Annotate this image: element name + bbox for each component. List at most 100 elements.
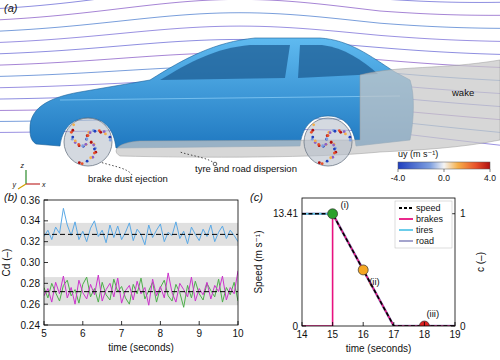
triad-axis	[18, 184, 26, 189]
y-tick-label: 13.41	[273, 208, 298, 219]
y-tick-label: 0.36	[21, 195, 41, 206]
wheel	[64, 118, 112, 166]
point-label: (iii)	[426, 308, 439, 319]
legend-label: speed	[416, 203, 441, 213]
legend-label: brakes	[416, 214, 444, 224]
panel-label: (a)	[4, 2, 18, 14]
particle	[325, 143, 328, 146]
particle	[85, 143, 88, 146]
annotation: tyre and road dispersion	[195, 163, 297, 174]
particle	[81, 144, 84, 147]
y-tick	[44, 262, 48, 263]
mean-line	[44, 234, 238, 235]
particle	[333, 148, 336, 151]
particle	[330, 141, 333, 144]
particle	[71, 129, 74, 132]
colorbar-label: uy (m s⁻¹)	[398, 149, 438, 159]
particle	[89, 156, 92, 159]
x-axis-label: time (seconds)	[346, 343, 412, 354]
y-tick	[302, 213, 306, 214]
particle	[314, 139, 317, 142]
x-tick-label: 16	[358, 329, 370, 340]
y2-tick-label: 0	[460, 321, 466, 332]
plot-background	[44, 200, 238, 325]
legend-swatch	[399, 218, 413, 220]
particle	[109, 139, 112, 142]
particle	[317, 143, 320, 146]
particle	[330, 141, 333, 144]
particle	[333, 152, 336, 155]
y2-axis-label: c (–)	[475, 252, 486, 272]
particle	[311, 136, 314, 139]
annotation: brake dust ejection	[88, 173, 168, 184]
colorbar	[398, 162, 490, 169]
y-tick	[44, 325, 48, 326]
particle	[332, 144, 335, 147]
plot-marks	[302, 209, 455, 326]
x-tick	[393, 322, 394, 326]
particle	[86, 160, 89, 163]
y-tick-label: 0.24	[21, 320, 41, 331]
x-tick-label: 17	[388, 329, 400, 340]
particle	[86, 134, 89, 137]
x-tick-label: 15	[327, 329, 339, 340]
streamline	[0, 0, 500, 20]
x-tick	[332, 322, 333, 326]
x-tick	[238, 321, 239, 325]
y-tick	[44, 200, 48, 201]
particle	[87, 134, 90, 137]
series-line	[302, 214, 455, 326]
panel-label: (b)	[4, 191, 18, 203]
particle	[90, 141, 93, 144]
window	[298, 45, 378, 78]
legend: speedbrakestiresroad	[395, 201, 452, 248]
particle	[326, 134, 329, 137]
point	[419, 321, 429, 326]
wheel	[304, 118, 352, 166]
y-tick-label: 0.26	[21, 299, 41, 310]
colorbar-tick-label: -4.0	[391, 173, 406, 183]
particle	[318, 161, 321, 164]
point	[328, 209, 338, 219]
y-axis-label: Speed (m s⁻¹)	[253, 230, 264, 293]
plot-background	[302, 198, 455, 326]
window	[160, 45, 290, 80]
y-tick-label: 0.32	[21, 236, 41, 247]
triad-label: z	[20, 162, 25, 169]
triad-axis	[26, 183, 40, 184]
legend-label: road	[416, 236, 434, 246]
streamline	[0, 13, 500, 31]
particle	[333, 143, 336, 146]
body-line	[60, 96, 400, 100]
figure: zyxbrake dust ejectiontyre and road disp…	[0, 0, 500, 360]
triad-label: x	[41, 181, 46, 188]
colorbar-tick-label: 0.0	[438, 173, 450, 183]
panel-label: (c)	[250, 191, 263, 203]
plot-frame	[302, 198, 455, 326]
particle	[312, 123, 315, 126]
plot-frame	[44, 200, 238, 325]
particle	[72, 123, 75, 126]
colorbar-tick-label: 4.0	[484, 173, 496, 183]
legend-label: tires	[416, 225, 434, 235]
streamline	[0, 0, 500, 8]
particle	[94, 130, 97, 133]
legend-swatch	[399, 229, 413, 231]
particle	[348, 136, 351, 139]
band	[44, 223, 238, 246]
mean-line	[44, 291, 238, 292]
series-line	[44, 271, 238, 305]
particle	[344, 133, 347, 136]
x-tick	[455, 322, 456, 326]
x-tick	[424, 322, 425, 326]
x-tick	[44, 321, 45, 325]
series-line	[302, 214, 455, 326]
particle	[85, 138, 88, 141]
y-tick	[302, 326, 306, 327]
particle	[334, 147, 337, 150]
particle	[104, 133, 107, 136]
point-label: (ii)	[369, 276, 380, 287]
y-tick-label: 0.34	[21, 215, 41, 226]
x-tick-label: 14	[296, 329, 308, 340]
series-line	[302, 214, 455, 326]
